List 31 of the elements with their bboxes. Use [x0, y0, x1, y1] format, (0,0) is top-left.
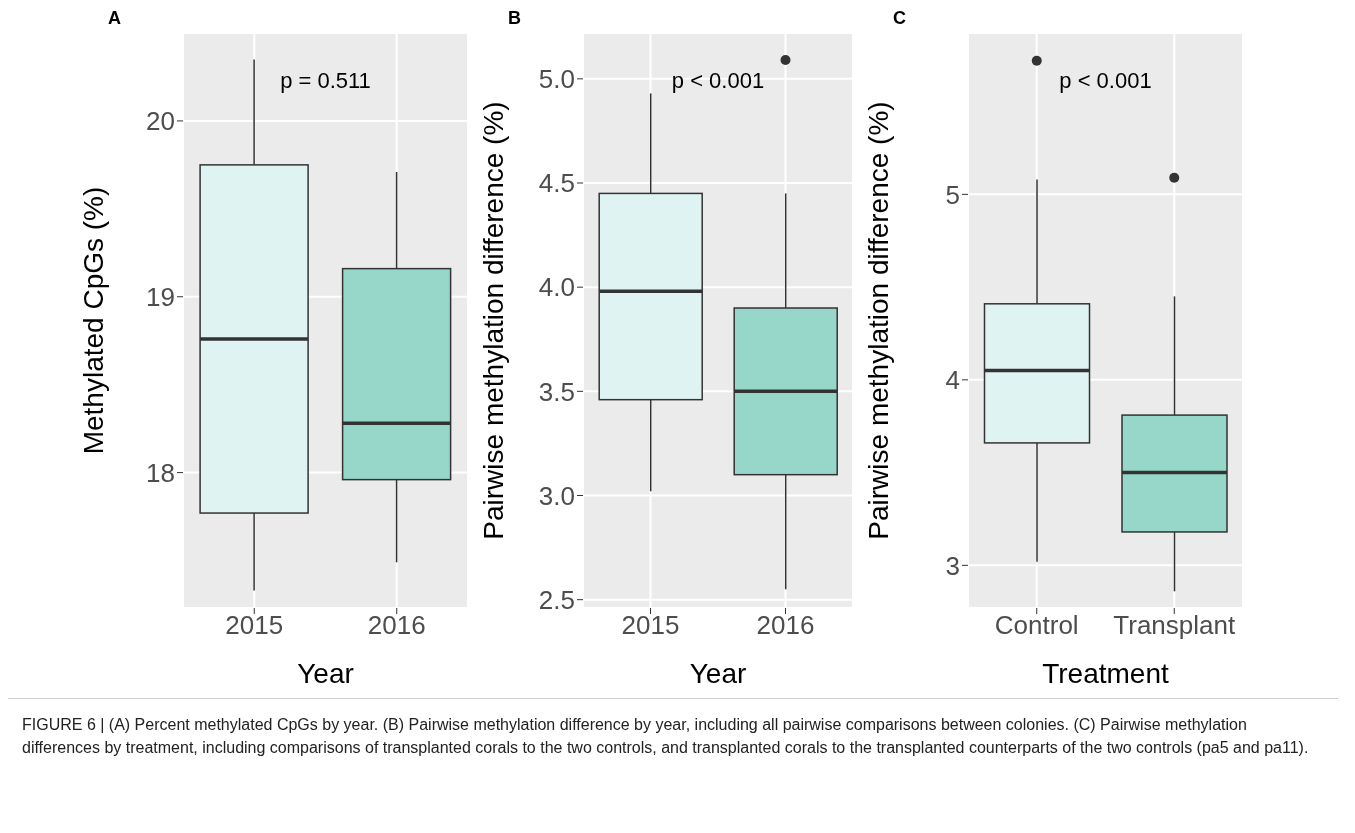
y-tick-label: 20 — [146, 106, 175, 137]
y-tick-label: 3 — [945, 550, 960, 581]
annotation: p = 0.511 — [279, 68, 372, 94]
y-tick-label: 5.0 — [538, 64, 575, 95]
caption: FIGURE 6 | (A) Percent methylated CpGs by year. (B) Pairwise methylation difference by year, including all pairwise comparisons between colonies. (C) Pairwise methylation differences by treatment, including comparisons of transplanted corals to the two controls, and transplanted corals to the transplanted counterparts of the two controls (pa5 and pa11). — [8, 698, 1338, 774]
x-tick-label: Transplant — [1113, 610, 1236, 641]
y-axis-title: Methylated CpGs (%) — [77, 186, 109, 455]
y-tick-label: 4.0 — [538, 272, 575, 303]
y-axis-title: Pairwise methylation difference (%) — [862, 101, 894, 540]
y-tick-label: 5 — [945, 179, 960, 210]
x-tick-label: 2015 — [621, 610, 680, 641]
x-axis-title: Year — [689, 658, 747, 689]
y-tick-label: 19 — [146, 281, 175, 312]
y-tick-label: 2.5 — [538, 584, 575, 615]
x-tick-label: 2015 — [225, 610, 284, 641]
y-tick-label: 4.5 — [538, 168, 575, 199]
x-tick-label: 2016 — [756, 610, 815, 641]
y-tick-label: 4 — [945, 365, 960, 396]
x-axis-title: Treatment — [1042, 658, 1169, 689]
chart-title: A — [108, 8, 121, 29]
y-axis-title: Pairwise methylation difference (%) — [477, 101, 509, 540]
x-tick-label: Control — [994, 610, 1079, 641]
y-tick-label: 3.5 — [538, 376, 575, 407]
annotation: p < 0.001 — [1058, 68, 1153, 94]
chart-title: B — [508, 8, 521, 29]
x-axis-title: Year — [297, 658, 354, 689]
annotation: p < 0.001 — [670, 68, 766, 94]
y-tick-label: 3.0 — [538, 480, 575, 511]
x-tick-label: 2016 — [367, 610, 426, 641]
y-tick-label: 18 — [146, 457, 175, 488]
chart-title: C — [893, 8, 906, 29]
